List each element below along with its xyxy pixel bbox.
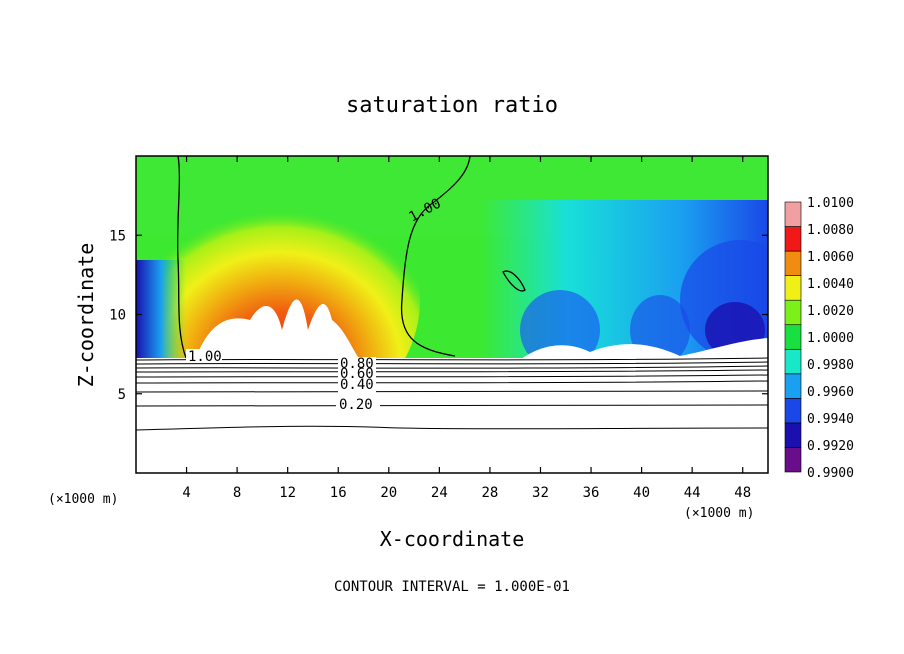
colorbar-label: 1.0000	[807, 331, 854, 346]
x-tick-label: 4	[182, 485, 190, 501]
x-tick-label: 48	[734, 485, 751, 501]
y-axis-label: Z-coordinate	[74, 243, 98, 388]
x-unit-right: (×1000 m)	[684, 506, 754, 521]
colorbar-swatch	[784, 422, 802, 448]
colorbar-label: 0.9940	[807, 412, 854, 427]
colorbar-label: 1.0080	[807, 223, 854, 238]
colorbar-label: 1.0020	[807, 304, 854, 319]
colorbar-swatch	[784, 201, 802, 227]
x-tick-label: 8	[233, 485, 241, 501]
y-axis-ticks: 5 10 15	[109, 228, 768, 403]
colorbar-swatch	[784, 275, 802, 301]
colorbar-label: 1.0100	[807, 196, 854, 211]
colorbar-swatch	[784, 373, 802, 399]
colorbar: 1.0100 1.0080 1.0060 1.0040 1.0020 1.0000 0.99…	[784, 196, 854, 481]
x-axis-label: X-coordinate	[380, 527, 525, 551]
x-tick-label: 40	[633, 485, 650, 501]
colorbar-label: 1.0040	[807, 277, 854, 292]
colorbar-swatch	[784, 299, 802, 326]
colorbar-label: 0.9980	[807, 358, 854, 373]
y-tick-label: 5	[118, 387, 126, 403]
colorbar-label: 0.9900	[807, 466, 854, 481]
colorbar-label: 0.9960	[807, 385, 854, 400]
colorbar-swatch	[784, 250, 802, 276]
heatmap-field	[136, 156, 768, 473]
y-tick-label: 10	[109, 308, 126, 324]
contour-label-6: 0.20	[339, 397, 373, 413]
colorbar-swatch	[784, 447, 802, 473]
x-tick-label: 24	[431, 485, 448, 501]
contour-label-2: 1.00	[188, 349, 222, 365]
x-tick-label: 16	[330, 485, 347, 501]
contour-interval-note: CONTOUR INTERVAL = 1.000E-01	[334, 579, 570, 595]
x-tick-label: 36	[583, 485, 600, 501]
y-tick-label: 15	[109, 228, 126, 244]
x-tick-label: 12	[279, 485, 296, 501]
x-tick-label: 20	[380, 485, 397, 501]
colorbar-label: 1.0060	[807, 250, 854, 265]
contour-label-3: 0.80	[340, 356, 374, 372]
colorbar-label: 0.9920	[807, 439, 854, 454]
colorbar-swatch	[784, 398, 802, 424]
colorbar-swatch	[784, 348, 802, 375]
x-tick-label: 44	[684, 485, 701, 501]
x-axis-ticks: 4 8 12 16 20 24 28 32 36 40 44 48	[182, 156, 751, 501]
colorbar-swatch	[784, 324, 802, 350]
x-unit-left: (×1000 m)	[48, 492, 118, 507]
x-tick-label: 32	[532, 485, 549, 501]
contour-label-4: 0.60	[340, 366, 374, 382]
x-tick-label: 28	[481, 485, 498, 501]
colorbar-swatch	[784, 226, 802, 252]
contour-label-5: 0.40	[340, 377, 374, 393]
chart-title: saturation ratio	[346, 93, 558, 118]
